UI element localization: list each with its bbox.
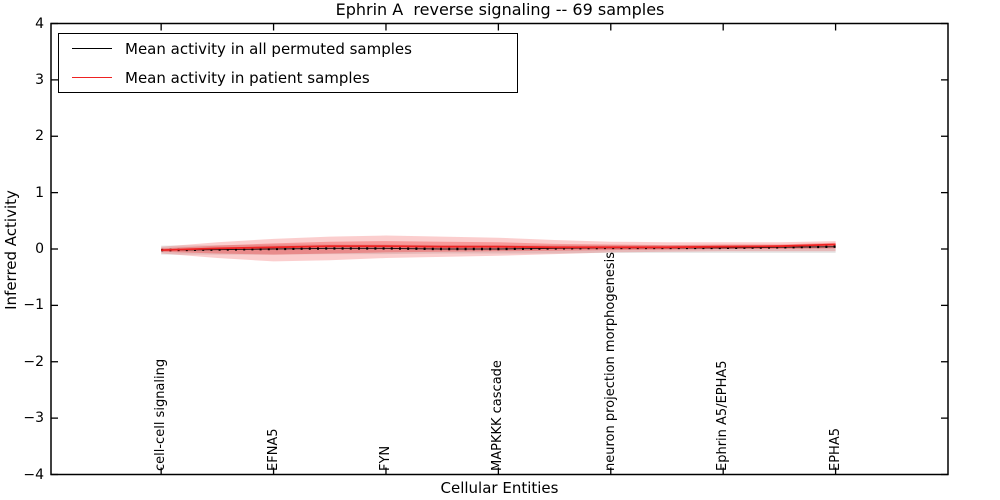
y-tick-label: 4 [35, 15, 44, 32]
y-tick-label: −4 [23, 466, 44, 483]
x-tick-label: neuron projection morphogenesis [602, 252, 618, 471]
y-tick-label: 0 [35, 241, 44, 257]
x-tick-label: Ephrin A5/EPHA5 [715, 360, 731, 471]
y-tick-label: −1 [23, 297, 44, 314]
legend-item-patient: Mean activity in patient samples [59, 64, 517, 92]
y-tick-label: 2 [35, 128, 44, 145]
x-tick-label: EPHA5 [827, 428, 843, 471]
x-axis-title: Cellular Entities [440, 479, 559, 497]
x-tick-label: EFNA5 [265, 428, 281, 471]
legend-label-patient: Mean activity in patient samples [125, 68, 370, 87]
y-tick-label: 1 [35, 184, 44, 201]
legend-label-permuted: Mean activity in all permuted samples [125, 39, 412, 58]
legend-line-red [72, 77, 112, 78]
legend: Mean activity in all permuted samples Me… [58, 33, 518, 93]
legend-line-black [72, 48, 112, 49]
chart-title: Ephrin A reverse signaling -- 69 samples [335, 0, 665, 19]
y-tick-label: −2 [23, 353, 44, 370]
x-tick-label: cell-cell signaling [153, 358, 169, 471]
x-tick-label: FYN [377, 445, 393, 471]
legend-item-permuted: Mean activity in all permuted samples [59, 35, 517, 63]
x-tick-label: MAPKKK cascade [490, 360, 506, 471]
y-tick-label: 3 [35, 71, 44, 88]
series-markers-Mean-activity-in-all-permuted-samples [161, 245, 836, 252]
series-line-Mean-activity-in-patient-samples [161, 243, 836, 251]
y-tick-label: −3 [23, 410, 44, 427]
